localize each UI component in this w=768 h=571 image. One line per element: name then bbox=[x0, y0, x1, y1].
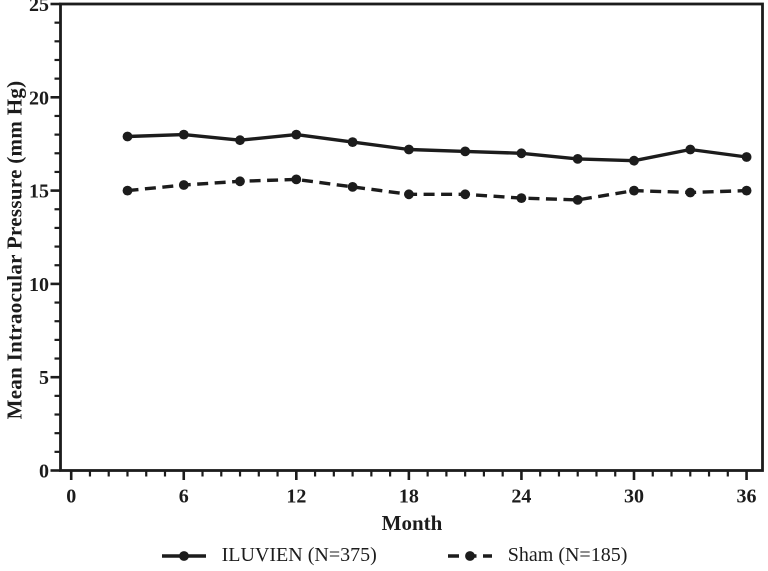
legend-label-iluvien: ILUVIEN (N=375) bbox=[221, 544, 377, 566]
x-tick-label: 6 bbox=[179, 486, 189, 508]
solid-line-marker-icon bbox=[161, 550, 206, 561]
data-point-sham bbox=[235, 176, 245, 187]
data-point-sham bbox=[629, 185, 639, 196]
data-point-iluvien bbox=[235, 135, 245, 146]
data-point-iluvien bbox=[404, 144, 414, 155]
data-point-iluvien bbox=[460, 146, 471, 157]
data-point-iluvien bbox=[291, 129, 302, 140]
data-point-sham bbox=[572, 195, 583, 205]
x-tick-label: 30 bbox=[624, 486, 644, 508]
legend-item-iluvien: ILUVIEN (N=375) bbox=[161, 544, 377, 567]
data-point-sham bbox=[291, 174, 302, 185]
y-tick-label: 0 bbox=[39, 461, 49, 483]
data-point-sham bbox=[460, 189, 471, 200]
data-point-iluvien bbox=[122, 131, 133, 142]
legend-label-sham: Sham (N=185) bbox=[507, 544, 628, 566]
y-tick-label: 20 bbox=[29, 87, 49, 109]
data-point-sham bbox=[404, 189, 414, 200]
x-axis-title: Month bbox=[381, 511, 443, 535]
y-tick-label: 5 bbox=[39, 367, 49, 389]
data-point-iluvien bbox=[685, 144, 696, 155]
data-point-iluvien bbox=[629, 155, 639, 166]
x-tick-label: 12 bbox=[286, 486, 306, 508]
data-point-iluvien bbox=[741, 152, 752, 162]
data-point-iluvien bbox=[347, 137, 358, 148]
data-point-sham bbox=[516, 193, 527, 204]
x-tick-label: 24 bbox=[511, 486, 531, 508]
data-point-iluvien bbox=[178, 129, 189, 140]
data-point-sham bbox=[122, 185, 133, 196]
data-point-sham bbox=[741, 185, 752, 196]
plot-border bbox=[59, 2, 764, 472]
legend: ILUVIEN (N=375) Sham (N=185) bbox=[10, 544, 768, 567]
dashed-line-marker-icon bbox=[447, 550, 492, 561]
data-point-sham bbox=[685, 187, 696, 198]
data-point-sham bbox=[178, 180, 189, 190]
y-tick-label: 25 bbox=[29, 0, 49, 16]
x-tick-label: 36 bbox=[737, 486, 757, 508]
series-line-iluvien bbox=[127, 132, 747, 163]
data-point-iluvien bbox=[516, 148, 527, 159]
series-line-sham bbox=[127, 177, 747, 202]
data-point-sham bbox=[347, 182, 358, 192]
x-tick-label: 0 bbox=[66, 486, 76, 508]
data-point-iluvien bbox=[572, 154, 583, 164]
y-tick-label: 10 bbox=[29, 274, 49, 296]
y-axis-title: Mean Intraocular Pressure (mm Hg) bbox=[2, 80, 27, 420]
legend-item-sham: Sham (N=185) bbox=[447, 544, 628, 567]
y-tick-label: 15 bbox=[29, 181, 49, 203]
x-tick-label: 18 bbox=[399, 486, 419, 508]
